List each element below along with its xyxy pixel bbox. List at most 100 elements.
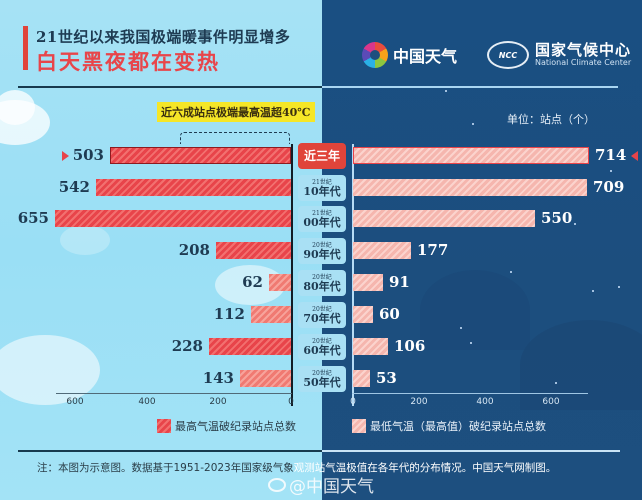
star-decoration <box>460 327 462 329</box>
max-temp-value: 112 <box>213 305 245 323</box>
star-decoration <box>592 290 594 292</box>
weibo-icon <box>268 477 286 492</box>
ncc-emblem-icon: NCC <box>487 41 529 69</box>
max-temp-value: 208 <box>178 241 210 259</box>
star-decoration <box>574 223 576 225</box>
min-temp-bar <box>353 179 587 196</box>
min-temp-value: 53 <box>376 369 397 387</box>
category-prefix: 20世纪 <box>312 337 332 345</box>
left-tick-label: 600 <box>66 397 84 407</box>
cloud-decoration <box>60 225 110 255</box>
min-temp-bar <box>353 306 373 323</box>
min-temp-value: 709 <box>593 178 625 196</box>
category-label: 21世纪 00年代 <box>298 206 346 232</box>
category-name: 80年代 <box>303 279 341 293</box>
legend-label-max: 最高气温破纪录站点总数 <box>175 420 296 433</box>
star-decoration <box>610 170 612 172</box>
ncc-name-cn: 国家气候中心 <box>535 41 632 59</box>
category-label: 近三年 <box>298 143 346 169</box>
legend-label-min: 最低气温（最高值）破纪录站点总数 <box>370 420 546 433</box>
title-line-2: 白天黑夜都在变热 <box>36 49 220 74</box>
max-temp-value: 62 <box>242 273 263 291</box>
max-temp-value: 228 <box>171 337 203 355</box>
category-name: 70年代 <box>303 311 341 325</box>
star-decoration <box>472 123 474 125</box>
category-name: 60年代 <box>303 343 341 357</box>
right-tick-label: 200 <box>410 397 428 407</box>
weibo-watermark: @中国天气 <box>268 472 374 497</box>
category-name: 90年代 <box>303 247 341 261</box>
footnote-part-2: 观测站气温极值在各年代的分布情况。中国天气网制图。 <box>293 462 557 474</box>
min-temp-bar <box>353 338 388 355</box>
legend-swatch-max <box>157 419 171 433</box>
china-weather-logo: 中国天气 <box>362 42 457 68</box>
footnote-part-1: 注：本图为示意图。数据基于1951-2023年国家级气象 <box>37 462 294 474</box>
star-decoration <box>510 271 512 273</box>
category-label: 20世纪 50年代 <box>298 366 346 392</box>
category-label: 20世纪 70年代 <box>298 302 346 328</box>
max-temp-bar <box>96 179 291 196</box>
category-prefix: 20世纪 <box>312 273 332 281</box>
footer-divider-left <box>18 450 322 452</box>
min-temp-value: 91 <box>389 273 410 291</box>
category-label: 21世纪 10年代 <box>298 175 346 201</box>
category-prefix: 21世纪 <box>312 178 332 186</box>
category-prefix: 21世纪 <box>312 209 332 217</box>
callout-annotation: 近六成站点极端最高温超40℃ <box>157 102 315 122</box>
min-temp-value: 714 <box>595 146 627 164</box>
max-temp-value: 655 <box>17 209 49 227</box>
ncc-logo: NCC 国家气候中心 National Climate Center <box>487 41 631 69</box>
min-temp-value: 177 <box>417 241 449 259</box>
star-decoration <box>445 90 447 92</box>
max-temp-bar <box>269 274 291 291</box>
min-temp-bar <box>353 274 383 291</box>
left-x-axis <box>56 393 292 394</box>
max-temp-bar <box>216 242 291 259</box>
right-tick-label: 600 <box>542 397 560 407</box>
legend-swatch-min <box>352 419 366 433</box>
title-accent-bar <box>23 26 28 70</box>
max-temp-bar <box>209 338 291 355</box>
max-temp-bar <box>251 306 291 323</box>
category-label: 20世纪 90年代 <box>298 238 346 264</box>
unit-label: 单位：站点（个） <box>507 113 595 126</box>
star-decoration <box>618 286 620 288</box>
mountain-decoration <box>520 320 642 410</box>
category-prefix: 20世纪 <box>312 305 332 313</box>
category-prefix: 20世纪 <box>312 369 332 377</box>
footer-divider-right <box>322 450 620 452</box>
min-temp-value: 106 <box>394 337 426 355</box>
left-tick-label: 200 <box>209 397 227 407</box>
category-name: 00年代 <box>303 215 341 229</box>
max-temp-bar <box>55 210 291 227</box>
cloud-decoration <box>0 90 35 125</box>
category-name: 近三年 <box>303 149 340 163</box>
min-temp-value: 60 <box>379 305 400 323</box>
category-name: 10年代 <box>303 184 341 198</box>
left-tick-label: 400 <box>138 397 156 407</box>
right-tick-label: 0 <box>350 397 356 407</box>
star-decoration <box>555 382 557 384</box>
callout-bracket <box>180 132 290 144</box>
max-temp-value: 143 <box>202 369 234 387</box>
legend-max-temp: 最高气温破纪录站点总数 <box>157 418 296 434</box>
max-temp-bar <box>110 147 291 164</box>
header-divider-left <box>18 86 322 88</box>
footnote: 注：本图为示意图。数据基于1951-2023年国家级气象观测站气温极值在各年代的… <box>37 460 556 475</box>
min-temp-value: 550 <box>541 209 573 227</box>
min-temp-bar <box>353 210 535 227</box>
right-axis-baseline <box>352 144 354 406</box>
highlight-marker-icon <box>62 151 69 161</box>
left-axis-baseline <box>291 144 293 406</box>
min-temp-bar <box>353 370 370 387</box>
header-divider-right <box>322 86 618 88</box>
watermark-text: @中国天气 <box>289 477 374 497</box>
title-line-1: 21世纪以来我国极端暖事件明显增多 <box>36 28 291 46</box>
max-temp-value: 542 <box>58 178 90 196</box>
min-temp-bar <box>353 147 589 164</box>
min-temp-bar <box>353 242 411 259</box>
left-tick-label: 0 <box>288 397 294 407</box>
china-weather-logo-text: 中国天气 <box>393 47 458 66</box>
ncc-name-en: National Climate Center <box>535 58 632 67</box>
legend-min-temp: 最低气温（最高值）破纪录站点总数 <box>352 418 546 434</box>
